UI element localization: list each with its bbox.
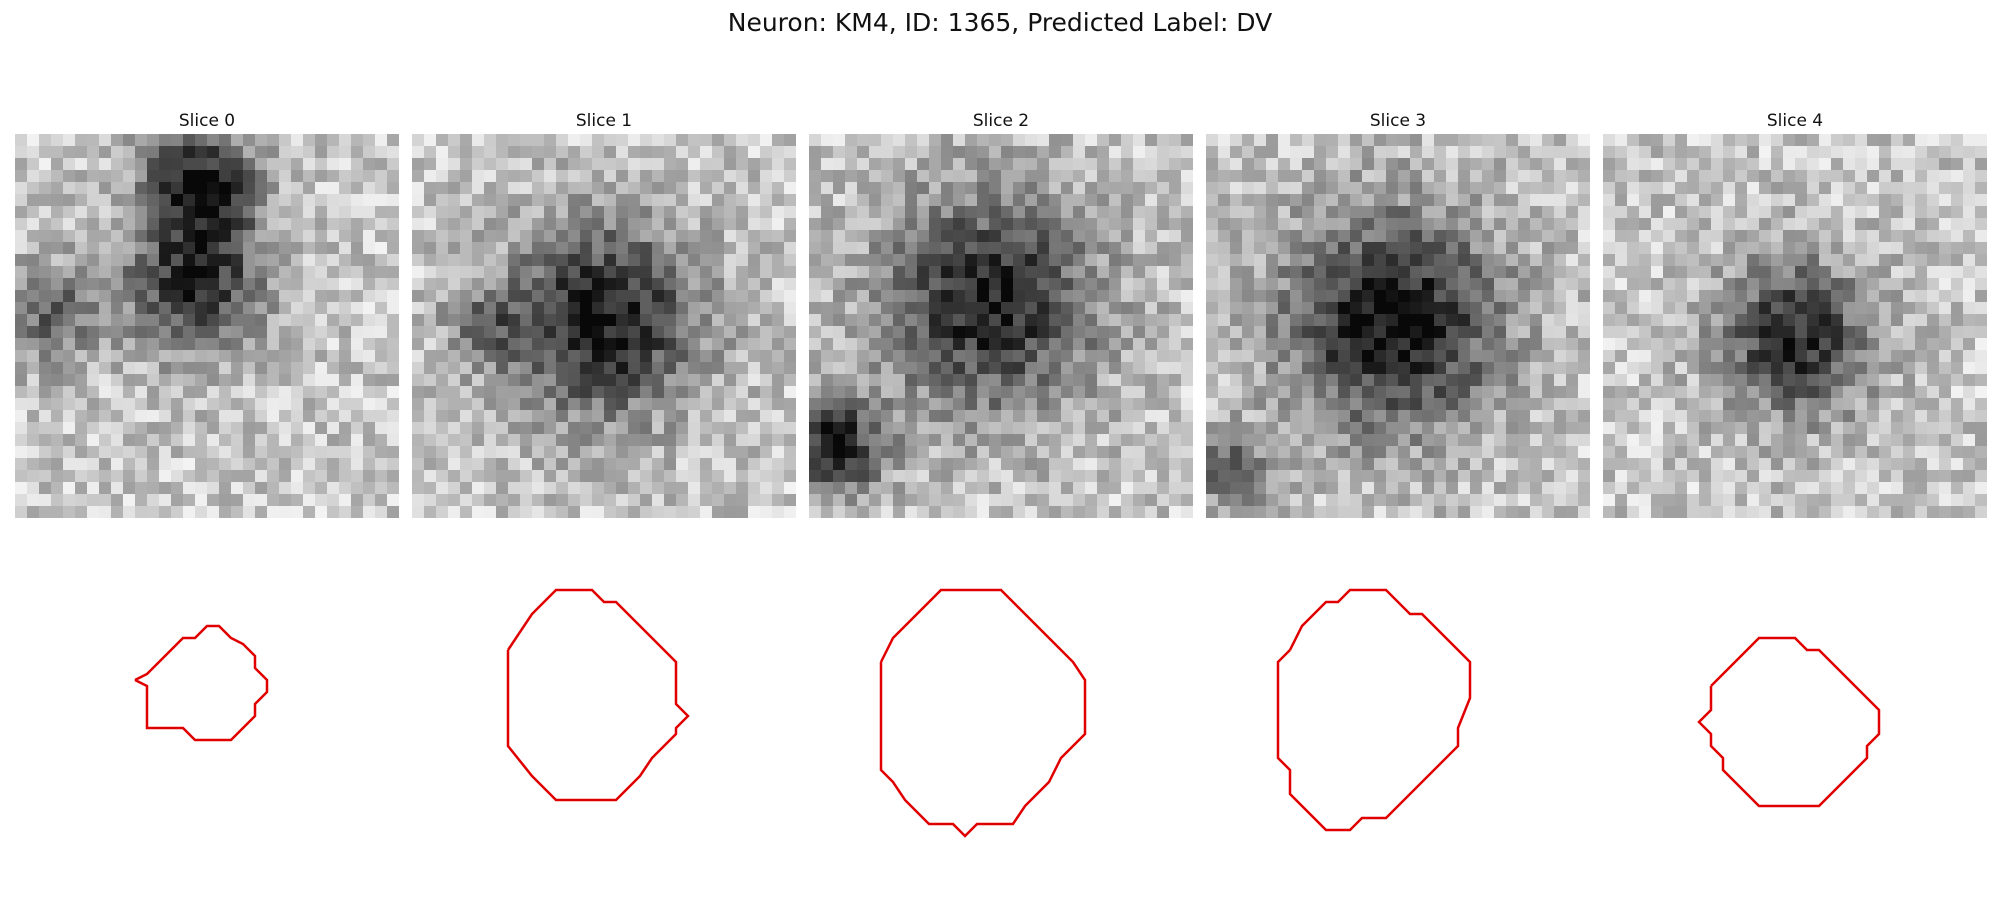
slice-panel-4: Slice 4 xyxy=(1603,108,1987,906)
roi-contour-4 xyxy=(1697,636,1881,808)
roi-contour-line xyxy=(1697,636,1881,808)
roi-contour-3 xyxy=(1276,588,1472,832)
slice-panel-0: Slice 0 xyxy=(15,108,399,906)
slice-panel-2: Slice 2 xyxy=(809,108,1193,906)
roi-contour-line xyxy=(1276,588,1472,832)
slice-image-0 xyxy=(15,134,399,518)
roi-contour-2 xyxy=(879,588,1087,838)
microscopy-image-1 xyxy=(412,134,796,518)
roi-contour-line xyxy=(506,588,690,802)
figure-title: Neuron: KM4, ID: 1365, Predicted Label: … xyxy=(727,8,1273,37)
microscopy-image-3 xyxy=(1206,134,1590,518)
slice-title-0: Slice 0 xyxy=(178,111,236,131)
slice-image-1 xyxy=(412,134,796,518)
slice-panel-1: Slice 1 xyxy=(412,108,796,906)
microscopy-image-0 xyxy=(15,134,399,518)
roi-contour-1 xyxy=(506,588,690,802)
slice-image-3 xyxy=(1206,134,1590,518)
slice-image-2 xyxy=(809,134,1193,518)
slice-title-2: Slice 2 xyxy=(972,111,1030,131)
roi-contour-line xyxy=(134,624,269,742)
slice-panel-3: Slice 3 xyxy=(1206,108,1590,906)
slice-image-4 xyxy=(1603,134,1987,518)
slice-title-4: Slice 4 xyxy=(1766,111,1824,131)
roi-contour-line xyxy=(879,588,1087,838)
microscopy-image-4 xyxy=(1603,134,1987,518)
microscopy-image-2 xyxy=(809,134,1193,518)
slice-title-1: Slice 1 xyxy=(575,111,633,131)
slice-title-3: Slice 3 xyxy=(1369,111,1427,131)
roi-contour-0 xyxy=(134,624,269,742)
